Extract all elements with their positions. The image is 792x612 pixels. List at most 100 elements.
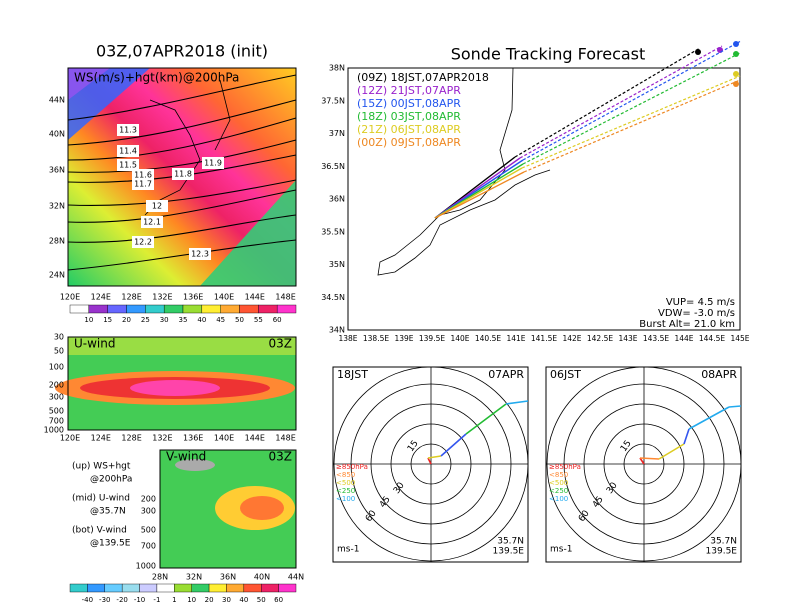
- lat-label: 32N: [49, 202, 65, 211]
- frame: [67, 336, 297, 431]
- level-key: <100: [549, 495, 568, 503]
- colorbar-cell: [107, 304, 127, 314]
- hodo-track: [683, 428, 690, 445]
- level-label: 700: [49, 417, 64, 426]
- hodo-unit: ms-1: [550, 545, 572, 555]
- panel-time: 03Z: [269, 337, 293, 351]
- colorbar-cell: [104, 583, 123, 593]
- lon-label: 142E: [562, 334, 581, 343]
- contour-label: 12.3: [191, 250, 209, 259]
- contour-label-bg: [117, 124, 139, 136]
- contour-label: 12: [152, 202, 162, 211]
- contour-label-bg: [202, 157, 224, 169]
- lon-label: 145E: [730, 334, 749, 343]
- colorbar-label: 15: [103, 316, 112, 324]
- u-field: [68, 337, 296, 355]
- level-label: 500: [141, 526, 156, 535]
- lat-label: 36N: [329, 195, 345, 204]
- colorbar-cell: [239, 304, 259, 314]
- colorbar-cell: [258, 304, 278, 314]
- lat-label: 38N: [329, 64, 345, 73]
- track-point: [733, 81, 739, 87]
- lon-label: 141.5E: [531, 334, 557, 343]
- colorbar-cell: [145, 304, 165, 314]
- lon-label: 143E: [618, 334, 637, 343]
- track-stat: Burst Alt= 21.0 km: [639, 319, 735, 330]
- colorbar-label: 1: [172, 596, 176, 604]
- contour-label-bg: [132, 236, 154, 248]
- level-key: <850: [549, 471, 568, 479]
- lon-label: 132E: [152, 293, 172, 302]
- legend-text: @139.5E: [90, 539, 131, 549]
- frame: [347, 67, 741, 331]
- lon-label: 143.5E: [643, 334, 669, 343]
- frame: [67, 67, 297, 287]
- track: [523, 79, 741, 173]
- hodo-track: [427, 457, 432, 465]
- lat-label: 36.5N: [321, 162, 345, 171]
- colorbar-label: 45: [216, 316, 225, 324]
- colorbar-label: 55: [254, 316, 263, 324]
- colorbar-label: 60: [273, 316, 282, 324]
- colorbar-label: -10: [134, 596, 145, 604]
- panel-title: 03Z,07APR2018 (init): [96, 42, 268, 61]
- colorbar-cell: [88, 304, 108, 314]
- lon-label: 144E: [245, 293, 265, 302]
- colorbar-cell: [220, 304, 240, 314]
- track: [522, 52, 741, 165]
- lon-label: 140E: [214, 293, 234, 302]
- track-point: [733, 71, 739, 77]
- lat-label: 34.5N: [321, 293, 345, 302]
- track-stat: VUP= 4.5 m/s: [666, 297, 735, 308]
- contour-label-bg: [117, 159, 139, 171]
- colorbar-label: 30: [160, 316, 169, 324]
- lon-label: 141E: [506, 334, 525, 343]
- contour-label-bg: [141, 216, 163, 228]
- hodo-track: [427, 455, 442, 459]
- lon-label: 140E: [450, 334, 469, 343]
- colorbar-cell: [69, 304, 90, 314]
- colorbar-label: -1: [153, 596, 160, 604]
- level-label: 1000: [44, 426, 64, 435]
- colorbar-cell: [276, 304, 297, 314]
- contour-label: 12.1: [143, 218, 161, 227]
- panel-time: 03Z: [269, 450, 293, 464]
- lat-label: 36N: [49, 166, 65, 175]
- lat-label: 44N: [49, 96, 65, 105]
- colorbar-label: 60: [274, 596, 283, 604]
- colorbar-cell: [243, 583, 262, 593]
- lon-label: 132E: [152, 434, 172, 443]
- lat-label: 40N: [49, 130, 65, 139]
- contour-label-bg: [132, 178, 154, 190]
- contour-label: 11.6: [134, 171, 152, 180]
- colorbar-cell: [182, 304, 203, 314]
- colorbar-label: -20: [116, 596, 127, 604]
- hodo-lon: 139.5E: [706, 547, 738, 557]
- level-label: 700: [141, 542, 156, 551]
- contour-label-bg: [172, 168, 194, 180]
- panel-label: U-wind: [74, 337, 115, 351]
- lon-label: 138E: [338, 334, 357, 343]
- colorbar-cell: [278, 583, 297, 593]
- contour-label: 11.5: [119, 161, 137, 170]
- track-point: [695, 49, 701, 55]
- lon-label: 124E: [91, 434, 111, 443]
- contours: [67, 74, 297, 271]
- colorbar-cell: [87, 583, 105, 593]
- colorbar-cell: [69, 583, 88, 593]
- panel-label: V-wind: [166, 450, 206, 464]
- legend-text: (up) WS+hgt: [72, 462, 131, 472]
- lat-label: 24N: [49, 271, 65, 280]
- track: [521, 75, 741, 169]
- colorbar-label: 20: [205, 596, 214, 604]
- track-point: [733, 41, 739, 47]
- hodo-track: [688, 406, 730, 430]
- lon-label: 144E: [674, 334, 693, 343]
- lat-label: 40N: [254, 573, 270, 582]
- lon-label: 120E: [60, 434, 80, 443]
- lat-label: 35N: [329, 260, 345, 269]
- hodo-track: [639, 457, 645, 465]
- hodo-time: 18JST: [337, 368, 368, 381]
- contour-label-bg: [117, 145, 139, 157]
